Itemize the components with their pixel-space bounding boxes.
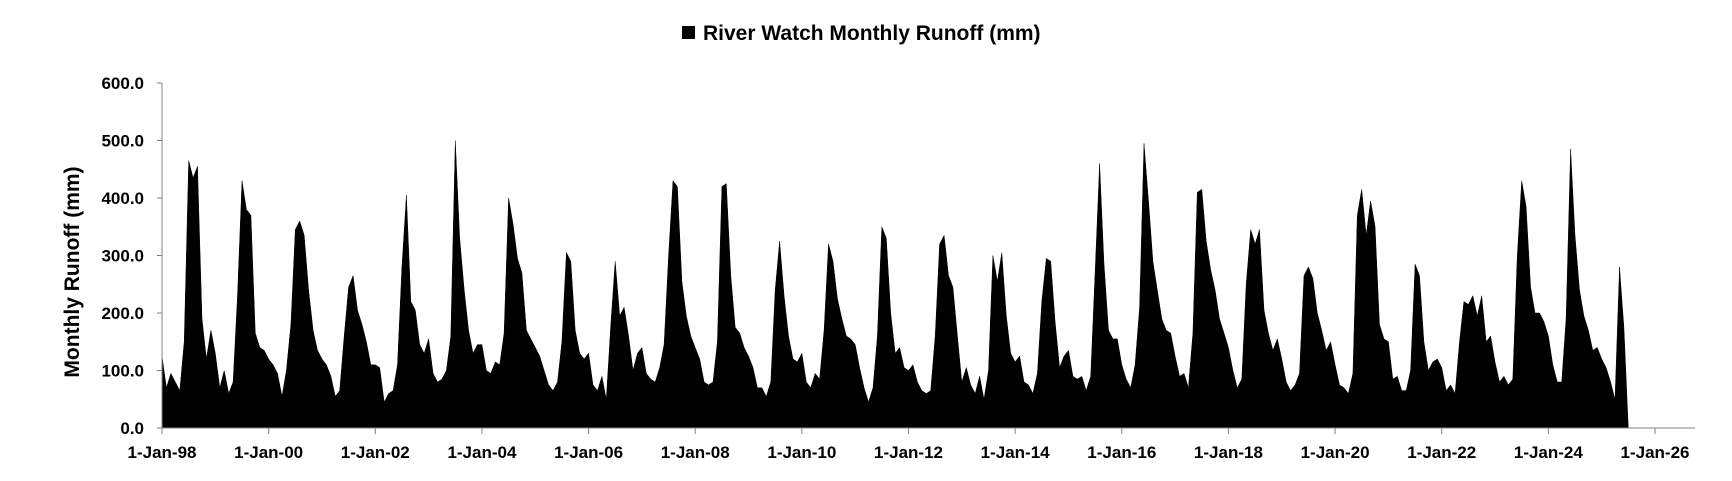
x-tick-label: 1-Jan-06 — [554, 443, 623, 462]
x-tick-label: 1-Jan-98 — [128, 443, 197, 462]
y-ticks: 0.0 100.0 200.0 300.0 400.0 500.0 600.0 — [101, 74, 162, 438]
x-tick-label: 1-Jan-02 — [341, 443, 410, 462]
series-layer — [161, 140, 1629, 429]
x-tick-label: 1-Jan-12 — [874, 443, 943, 462]
x-tick-label: 1-Jan-08 — [661, 443, 730, 462]
x-tick-label: 1-Jan-18 — [1194, 443, 1263, 462]
x-tick-label: 1-Jan-20 — [1301, 443, 1370, 462]
x-tick-label: 1-Jan-14 — [981, 443, 1051, 462]
y-tick-label: 200.0 — [101, 304, 144, 323]
x-tick-label: 1-Jan-22 — [1407, 443, 1476, 462]
y-tick-label: 0.0 — [120, 419, 144, 438]
y-tick-label: 100.0 — [101, 362, 144, 381]
series-area-0 — [161, 140, 1629, 429]
y-tick-label: 500.0 — [101, 132, 144, 151]
y-tick-label: 600.0 — [101, 74, 144, 93]
x-ticks: 1-Jan-98 1-Jan-00 1-Jan-02 1-Jan-04 1-Jan-06… — [128, 428, 1690, 462]
x-tick-label: 1-Jan-24 — [1514, 443, 1584, 462]
x-tick-label: 1-Jan-26 — [1621, 443, 1690, 462]
x-tick-label: 1-Jan-10 — [767, 443, 836, 462]
legend-label: River Watch Monthly Runoff (mm) — [703, 22, 1041, 45]
x-tick-label: 1-Jan-00 — [234, 443, 303, 462]
legend-swatch — [682, 26, 695, 39]
y-tick-label: 400.0 — [101, 189, 144, 208]
y-axis-title: Monthly Runoff (mm) — [61, 166, 84, 377]
legend: River Watch Monthly Runoff (mm) — [682, 22, 1041, 45]
x-tick-label: 1-Jan-04 — [447, 443, 517, 462]
x-tick-label: 1-Jan-16 — [1087, 443, 1156, 462]
y-tick-label: 300.0 — [101, 247, 144, 266]
